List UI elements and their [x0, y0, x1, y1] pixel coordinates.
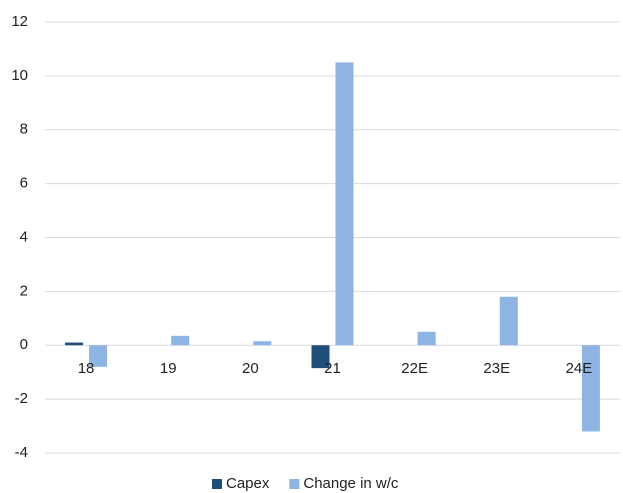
y-tick-label: -4: [15, 444, 28, 461]
legend-swatch: [289, 479, 300, 489]
x-tick-label: 18: [78, 360, 95, 377]
bar: [335, 62, 354, 346]
y-tick-label: 12: [11, 13, 28, 30]
bar: [499, 296, 518, 346]
legend-label: Capex: [226, 475, 270, 492]
bar: [417, 331, 436, 346]
x-tick-label: 23E: [483, 360, 510, 377]
y-tick-label: 8: [20, 121, 28, 138]
y-tick-label: 10: [11, 67, 28, 84]
legend-label: Change in w/c: [303, 475, 399, 492]
x-tick-label: 20: [242, 360, 259, 377]
y-tick-label: 2: [20, 282, 28, 299]
bar: [65, 342, 84, 346]
x-tick-label: 21: [324, 360, 341, 377]
x-tick-label: 19: [160, 360, 177, 377]
bar: [171, 335, 190, 346]
x-tick-label: 22E: [401, 360, 428, 377]
y-tick-label: 4: [20, 228, 28, 245]
bar: [581, 345, 600, 432]
bar: [253, 341, 272, 346]
legend-swatch: [212, 479, 222, 489]
bar: [89, 345, 108, 367]
y-tick-label: 0: [20, 336, 28, 353]
y-tick-label: 6: [20, 175, 28, 192]
x-tick-label: 24E: [566, 360, 593, 377]
y-tick-label: -2: [15, 390, 28, 407]
bar: [311, 345, 330, 369]
